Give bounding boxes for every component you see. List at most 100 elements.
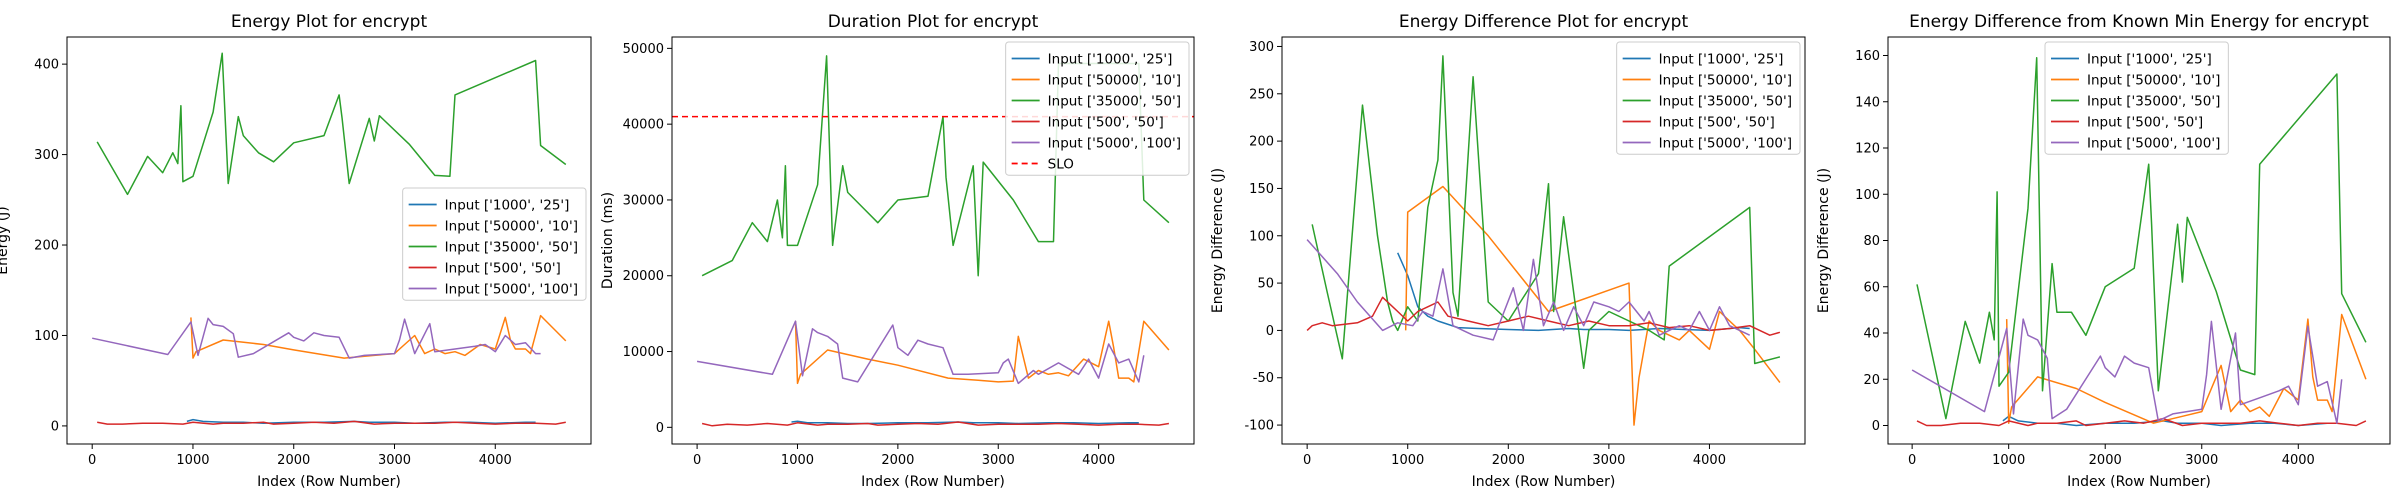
x-tick-label: 2000	[1492, 453, 1525, 468]
y-tick-label: 100	[1855, 188, 1880, 203]
y-tick-label: 300	[34, 148, 59, 163]
legend-label: Input ['1000', '25']	[1659, 52, 1784, 68]
y-tick-label: -50	[1253, 371, 1274, 386]
y-tick-label: 0	[51, 419, 59, 434]
legend-label: Input ['500', '50']	[445, 261, 561, 277]
x-tick-label: 4000	[1082, 453, 1115, 468]
axes-frame	[1887, 36, 2391, 445]
x-tick-label: 0	[88, 453, 96, 468]
legend-box	[2044, 41, 2229, 155]
legend: Input ['1000', '25'] Input ['50000', '10'…	[1616, 41, 1801, 155]
chart-panel-2: Duration Plot for encrypt 0 1000 2000 3000 40…	[600, 12, 1195, 490]
legend: Input ['1000', '25'] Input ['50000', '10'…	[2044, 41, 2229, 155]
y-tick-label: 50	[1257, 277, 1274, 292]
axes-frame	[671, 36, 1195, 445]
x-tick-label: 0	[1303, 453, 1311, 468]
legend-label: Input ['1000', '25']	[1048, 52, 1173, 68]
legend-box	[402, 187, 587, 301]
series-line-5	[92, 317, 541, 359]
legend-label: SLO	[1048, 157, 1074, 173]
series-group	[92, 52, 567, 425]
chart-title: Energy Difference Plot for encrypt	[1399, 12, 1689, 32]
y-tick-label: 200	[1249, 135, 1274, 150]
x-tick-label: 2000	[881, 453, 914, 468]
x-axis-label: Index (Row Number)	[257, 474, 401, 490]
legend-label: Input ['1000', '25']	[445, 198, 570, 214]
y-tick-label: 20	[1863, 373, 1880, 388]
legend-label: Input ['500', '50']	[1048, 115, 1164, 131]
series-line-2	[2005, 313, 2367, 424]
series-line-5	[696, 320, 1145, 385]
y-tick-label: 40000	[623, 118, 664, 133]
legend-label: Input ['50000', '10']	[2087, 73, 2220, 89]
x-axis-label: Index (Row Number)	[1472, 474, 1616, 490]
series-line-3	[96, 52, 567, 196]
y-tick-label: 30000	[623, 193, 664, 208]
y-tick-label: 60	[1863, 280, 1880, 295]
legend-label: Input ['35000', '50']	[445, 240, 578, 256]
legend-label: Input ['500', '50']	[2087, 115, 2203, 131]
series-line-4	[97, 420, 566, 425]
x-tick-label: 4000	[479, 453, 512, 468]
legend-label: Input ['35000', '50']	[2087, 94, 2220, 110]
legend-label: Input ['5000', '100']	[1659, 136, 1792, 152]
x-tick-label: 1000	[781, 453, 814, 468]
x-tick-label: 3000	[1592, 453, 1625, 468]
y-tick-label: 100	[34, 329, 59, 344]
x-tick-label: 2000	[277, 453, 310, 468]
legend-box	[1616, 41, 1801, 155]
x-tick-label: 2000	[2089, 453, 2122, 468]
series-line-3	[1311, 55, 1781, 370]
y-axis-label: Energy (J)	[0, 206, 11, 275]
axes-frame	[1281, 36, 1806, 445]
y-axis-label: Energy Difference (J)	[1816, 168, 1832, 313]
y-tick-label: 50000	[623, 42, 664, 57]
y-tick-label: -100	[1244, 419, 1274, 434]
y-tick-label: 100	[1249, 229, 1274, 244]
series-line-4	[1916, 417, 2367, 427]
series-line-3	[1916, 57, 2367, 420]
series-line-4	[701, 421, 1170, 427]
y-tick-label: 0	[656, 421, 664, 436]
y-tick-label: 150	[1249, 182, 1274, 197]
x-tick-label: 0	[693, 453, 701, 468]
series-line-5	[1911, 318, 2343, 424]
legend-box	[1005, 41, 1190, 176]
y-tick-label: 160	[1855, 49, 1880, 64]
legend: Input ['1000', '25'] Input ['50000', '10'…	[402, 187, 587, 301]
chart-panel-4: Energy Difference from Known Min Energy …	[1816, 12, 2391, 490]
y-tick-label: 200	[34, 239, 59, 254]
x-axis-label: Index (Row Number)	[861, 474, 1005, 490]
y-tick-label: 140	[1855, 95, 1880, 110]
y-tick-label: 120	[1855, 142, 1880, 157]
legend-label: Input ['50000', '10']	[445, 219, 578, 235]
legend-label: Input ['50000', '10']	[1048, 73, 1181, 89]
legend-label: Input ['5000', '100']	[2087, 136, 2220, 152]
series-line-2	[794, 320, 1170, 385]
legend-label: Input ['500', '50']	[1659, 115, 1775, 131]
x-tick-label: 1000	[1391, 453, 1424, 468]
chart-title: Energy Plot for encrypt	[231, 12, 428, 32]
y-axis-label: Energy Difference (J)	[1210, 168, 1226, 313]
y-tick-label: 10000	[623, 345, 664, 360]
legend-label: Input ['5000', '100']	[1048, 136, 1181, 152]
y-tick-label: 0	[1872, 419, 1880, 434]
y-tick-label: 250	[1249, 87, 1274, 102]
y-tick-label: 0	[1266, 324, 1274, 339]
y-axis-label: Duration (ms)	[600, 192, 616, 289]
chart-title: Energy Difference from Known Min Energy …	[1909, 12, 2369, 32]
x-tick-label: 0	[1908, 453, 1916, 468]
legend-label: Input ['35000', '50']	[1048, 94, 1181, 110]
x-tick-label: 4000	[2282, 453, 2315, 468]
series-line-2	[190, 314, 567, 359]
y-tick-label: 300	[1249, 40, 1274, 55]
x-tick-label: 1000	[1992, 453, 2025, 468]
y-tick-label: 40	[1863, 327, 1880, 342]
x-axis-label: Index (Row Number)	[2067, 474, 2211, 490]
series-line-4	[1306, 296, 1781, 336]
legend: Input ['1000', '25'] Input ['50000', '10'…	[1005, 41, 1190, 176]
legend-label: Input ['35000', '50']	[1659, 94, 1792, 110]
